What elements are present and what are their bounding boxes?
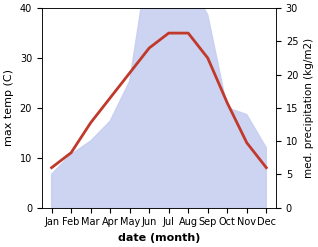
X-axis label: date (month): date (month) [118,233,200,243]
Y-axis label: max temp (C): max temp (C) [4,69,14,146]
Y-axis label: med. precipitation (kg/m2): med. precipitation (kg/m2) [304,38,314,178]
